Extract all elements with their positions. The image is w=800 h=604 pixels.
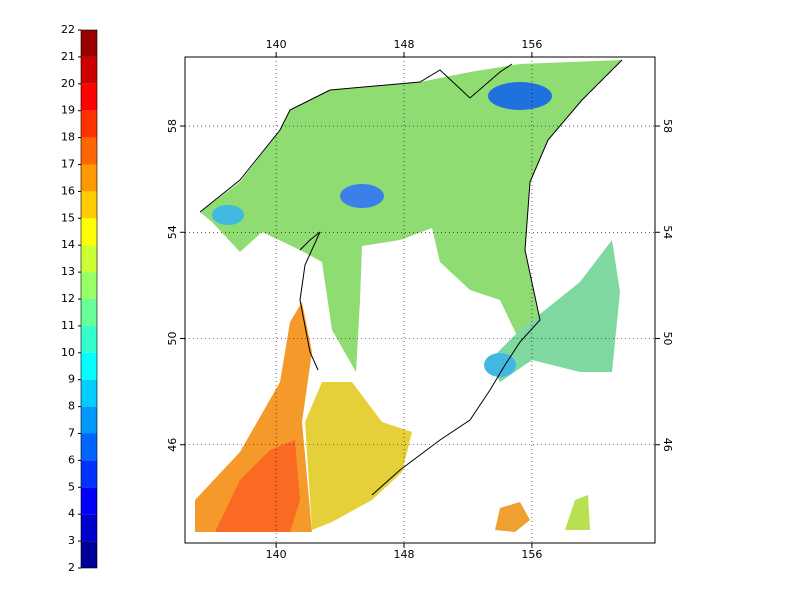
colorbar-segment [81, 30, 97, 57]
coastline-sakhalin [299, 231, 321, 371]
field-japan-sea-hot [215, 440, 300, 532]
map-frame [184, 56, 656, 544]
colorbar-tick-label: 5 [68, 480, 75, 493]
lat-label-left: 54 [166, 225, 179, 239]
lat-label-right: 50 [661, 332, 674, 346]
field-okhotsk [200, 60, 622, 372]
colorbar-tick-label: 17 [61, 158, 75, 171]
colorbar-tick-label: 12 [61, 292, 75, 305]
colorbar-segment [81, 245, 97, 273]
field-hokkaido-sea [305, 382, 412, 530]
colorbar-segment [81, 460, 97, 488]
colorbar-tick-label: 6 [68, 453, 75, 466]
lat-label-left: 58 [166, 119, 179, 133]
colorbar-segment [81, 83, 97, 111]
colorbar-segment [81, 56, 97, 84]
colorbar-segment [81, 110, 97, 138]
coastline-mainland [199, 63, 513, 213]
colorbar-segment [81, 137, 97, 165]
colorbar-segment [81, 541, 97, 568]
colorbar-tick-label: 18 [61, 131, 75, 144]
lat-label-left: 50 [166, 332, 179, 346]
colorbar-segment [81, 352, 97, 380]
field-patch [565, 495, 590, 530]
colorbar-tick-label: 21 [61, 50, 75, 63]
graticule: 140 140 148 148 156 156 46 46 50 50 54 54 58 58 [166, 38, 674, 561]
lon-label-bottom: 156 [521, 548, 542, 561]
colorbar-tick-label: 4 [68, 507, 75, 520]
colorbar-tick-label: 10 [61, 346, 75, 359]
lon-label-top: 148 [394, 38, 415, 51]
field-cold-spot [488, 82, 552, 110]
colorbar-segment [81, 272, 97, 299]
field-cool-patch [484, 353, 516, 377]
colorbar-segment [81, 164, 97, 192]
field-patch [495, 502, 530, 532]
colorbar-tick-label: 11 [61, 319, 75, 332]
colorbar-tick-label: 8 [68, 400, 75, 413]
coastline-kamchatka [519, 59, 623, 343]
lon-label-bottom: 140 [266, 548, 287, 561]
colorbar-segment [81, 433, 97, 461]
colorbar-segment [81, 191, 97, 219]
field-kuril [488, 240, 620, 382]
colorbar-tick-label: 9 [68, 373, 75, 386]
lat-label-right: 54 [661, 225, 674, 239]
colorbar-tick-label: 20 [61, 77, 75, 90]
colorbar-frame [80, 29, 98, 569]
colorbar-tick-label: 15 [61, 211, 75, 224]
colorbar-segment [81, 299, 97, 326]
colorbar-segment [81, 514, 97, 542]
colorbar-tick-label: 3 [68, 534, 75, 547]
colorbar-tick-label: 13 [61, 265, 75, 278]
field-cold-spot [340, 184, 384, 208]
lon-label-top: 156 [521, 38, 542, 51]
lon-label-top: 140 [266, 38, 287, 51]
colorbar-segment [81, 218, 97, 246]
colorbar-tick-label: 2 [68, 561, 75, 574]
lon-label-bottom: 148 [394, 548, 415, 561]
colorbar-segment [81, 487, 97, 515]
lat-label-left: 46 [166, 438, 179, 452]
colorbar-tick-label: 14 [61, 238, 75, 251]
colorbar-segment [81, 379, 97, 407]
data-field [195, 60, 622, 532]
colorbar-segment [81, 325, 97, 353]
lat-label-right: 58 [661, 119, 674, 133]
field-cool-patch [212, 205, 244, 225]
coastline [199, 59, 623, 496]
coastline-kurils [371, 341, 521, 496]
colorbar-tick-label: 19 [61, 104, 75, 117]
colorbar-tick-label: 16 [61, 184, 75, 197]
colorbar-segment [81, 406, 97, 434]
colorbar-tick-label: 22 [61, 23, 75, 36]
colorbar-tick-label: 7 [68, 427, 75, 440]
colorbar: 2 3 4 5 6 7 8 9 10 11 12 13 14 15 16 17 18 19 20 21 22 [61, 23, 97, 574]
lat-label-right: 46 [661, 438, 674, 452]
